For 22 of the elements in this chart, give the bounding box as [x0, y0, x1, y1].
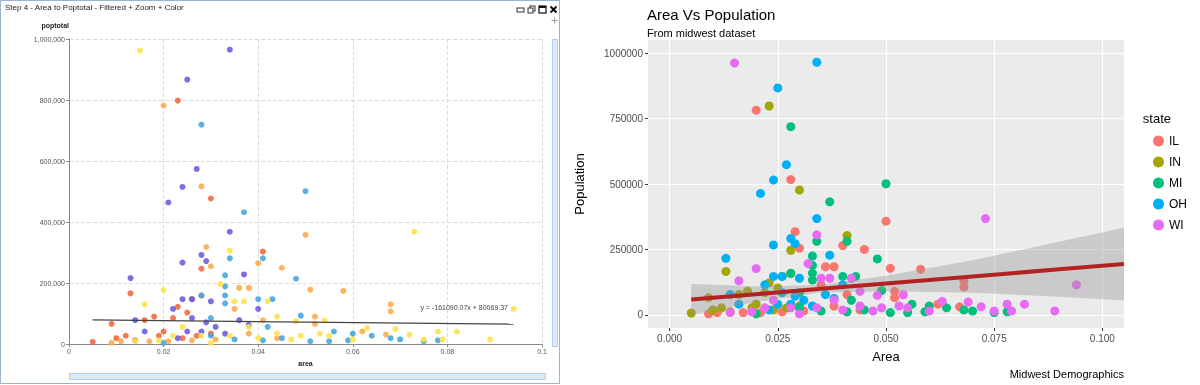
chart-title: Step 4 - Area to Poptotal - Filtered + Zoom + Color	[5, 3, 184, 12]
y-tick-label: 500000	[609, 178, 644, 190]
legend-title: state	[1142, 111, 1171, 126]
legend-label: IL	[1169, 134, 1180, 148]
legend-label: IN	[1169, 155, 1181, 169]
x-tick-label: 0.100	[1089, 332, 1116, 344]
y-tick-label: 1000000	[604, 47, 644, 59]
x-tick-label: 0.000	[657, 332, 683, 344]
y-axis-title: Population	[572, 153, 587, 215]
x-tick-label: 0.025	[765, 332, 791, 344]
text: Midwest Demographics	[1009, 367, 1125, 380]
legend-label: MI	[1169, 176, 1183, 190]
y-tick-label: 250000	[609, 243, 644, 255]
legend-label: OH	[1169, 197, 1187, 211]
y-tick-label: 750000	[609, 113, 644, 125]
x-axis-title: Area	[872, 349, 901, 364]
y-tick-label: 0	[637, 309, 644, 321]
x-tick-label: 0.050	[873, 332, 899, 344]
legend-label: WI	[1169, 218, 1184, 232]
chart-subtitle: From midwest dataset	[647, 26, 756, 39]
x-tick-label: 0.075	[981, 332, 1008, 344]
chart-title: Area Vs Population	[647, 6, 776, 23]
